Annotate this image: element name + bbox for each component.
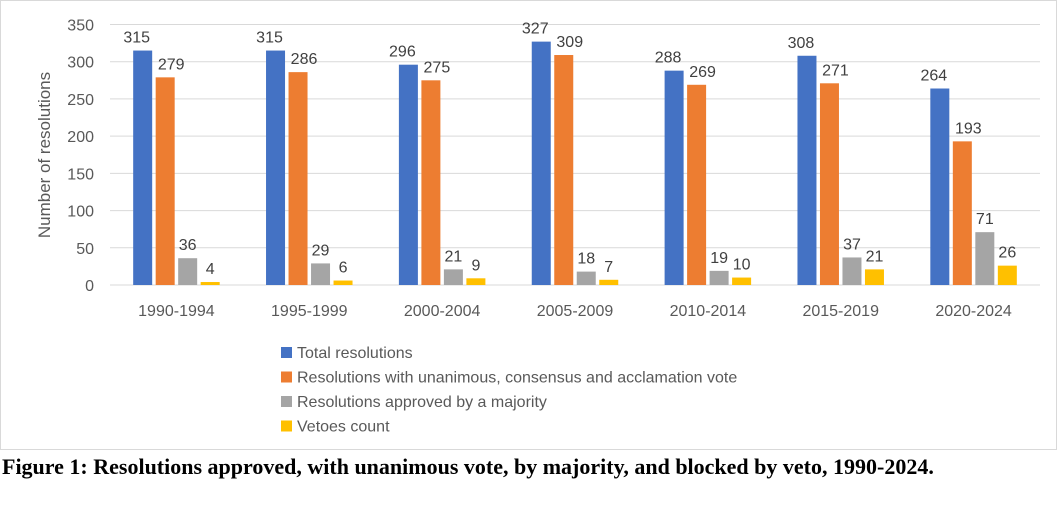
bar [398, 64, 418, 285]
data-label: 286 [291, 51, 318, 68]
y-tick-labels: 0 50 100 150 200 250 300 350 [67, 18, 94, 296]
data-label: 26 [998, 245, 1016, 262]
legend-swatch [281, 396, 292, 407]
y-axis-label: Number of resolutions [35, 72, 54, 238]
bar [732, 277, 752, 285]
data-label: 315 [123, 30, 150, 47]
data-label: 275 [424, 59, 451, 76]
bar [819, 83, 839, 285]
data-label: 279 [158, 56, 185, 73]
data-label: 71 [976, 211, 994, 228]
data-label: 193 [955, 120, 982, 137]
data-label: 288 [655, 50, 682, 67]
bar [443, 269, 463, 285]
bar [687, 84, 707, 285]
chart-frame [0, 0, 1057, 450]
y-tick-label: 150 [67, 166, 94, 183]
y-tick-label: 100 [67, 204, 94, 221]
data-label: 21 [444, 248, 462, 265]
y-tick-label: 50 [76, 241, 94, 258]
data-label: 19 [710, 250, 728, 267]
bar [842, 257, 862, 285]
data-label: 327 [522, 21, 549, 38]
x-tick-label: 1995-1999 [271, 303, 348, 320]
data-label: 315 [256, 30, 283, 47]
data-label: 309 [556, 34, 583, 51]
data-label: 29 [312, 242, 330, 259]
bar [952, 141, 972, 285]
bar [664, 70, 684, 285]
bar [333, 280, 353, 285]
legend-swatch [281, 347, 292, 358]
y-tick-label: 200 [67, 129, 94, 146]
x-tick-label: 2005-2009 [537, 303, 614, 320]
x-tick-label: 2010-2014 [670, 303, 747, 320]
data-label: 9 [471, 257, 480, 274]
bar [864, 269, 884, 285]
bar [997, 265, 1017, 285]
legend-swatch [281, 371, 292, 383]
data-label: 18 [577, 251, 595, 268]
bars [133, 41, 1017, 286]
bar [599, 279, 619, 285]
legend-label: Vetoes count [297, 419, 390, 436]
data-label: 271 [822, 62, 849, 79]
x-tick-label: 1990-1994 [138, 303, 215, 320]
bar [421, 80, 441, 285]
y-tick-label: 250 [67, 92, 94, 109]
bar [975, 232, 995, 285]
bar [554, 55, 574, 285]
data-label: 4 [206, 261, 215, 278]
data-label: 264 [920, 68, 947, 85]
data-label: 7 [604, 259, 613, 276]
bar [930, 88, 950, 285]
bar [266, 50, 286, 285]
data-label: 296 [389, 44, 416, 61]
x-tick-label: 2020-2024 [935, 303, 1012, 320]
legend-label: Resolutions approved by a majority [297, 394, 547, 411]
x-tick-label: 2000-2004 [404, 303, 481, 320]
data-label: 6 [339, 260, 348, 277]
bar [200, 282, 220, 285]
bar [531, 41, 551, 285]
legend-label: Total resolutions [297, 345, 413, 362]
data-label: 269 [689, 64, 716, 81]
y-tick-label: 350 [67, 18, 94, 35]
bar [576, 271, 596, 285]
legend: Total resolutions Resolutions with unanim… [281, 345, 737, 436]
bar [178, 258, 198, 285]
gridlines [110, 24, 1040, 286]
y-tick-label: 0 [85, 278, 94, 295]
bar [155, 77, 175, 285]
legend-swatch [281, 420, 292, 432]
data-label: 21 [866, 248, 884, 265]
bar [311, 263, 331, 285]
x-tick-label: 2015-2019 [802, 303, 879, 320]
bar [709, 270, 729, 285]
bar [133, 50, 153, 285]
y-tick-label: 300 [67, 55, 94, 72]
bar [797, 55, 817, 286]
data-label: 37 [843, 236, 861, 253]
bar [466, 278, 486, 285]
data-label: 36 [179, 237, 197, 254]
data-label: 10 [733, 257, 751, 274]
bar [288, 72, 308, 286]
figure-caption: Figure 1: Resolutions approved, with una… [2, 454, 934, 479]
data-label: 308 [788, 35, 815, 52]
x-tick-labels: 1990-1994 1995-1999 2000-2004 2005-2009 2010… [138, 303, 1012, 320]
legend-label: Resolutions with unanimous, consensus an… [297, 370, 737, 387]
